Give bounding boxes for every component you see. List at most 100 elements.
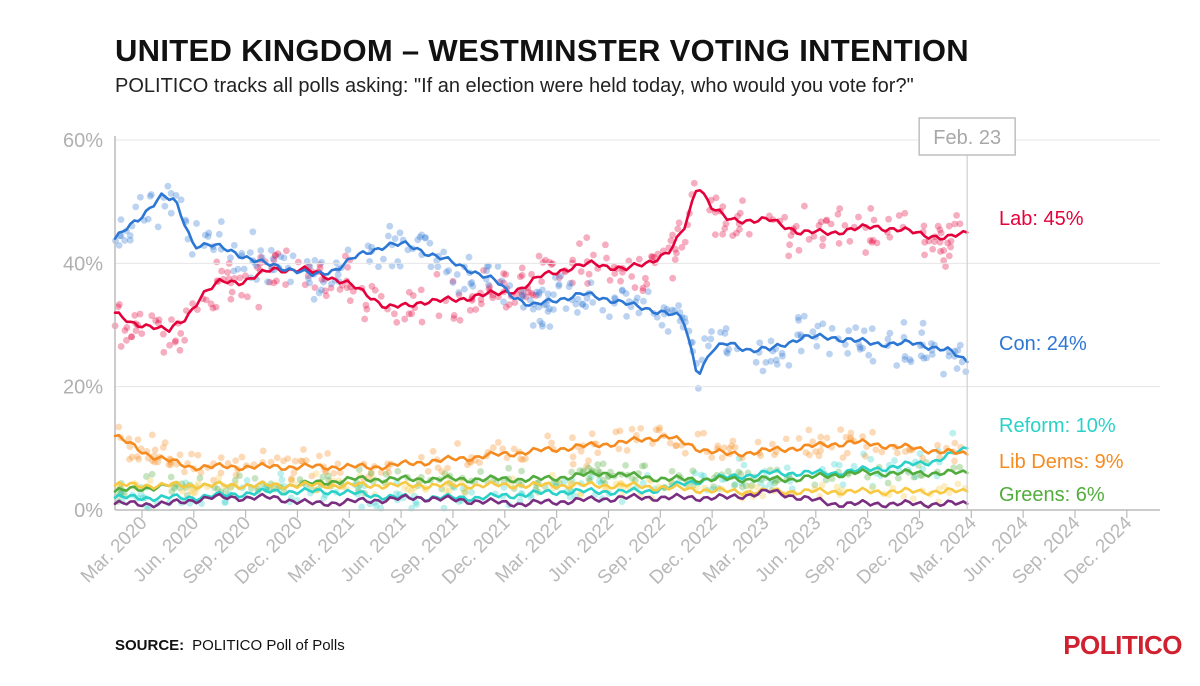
poll-dot (619, 268, 626, 276)
poll-dot (589, 299, 597, 306)
poll-dot (189, 300, 196, 307)
poll-dot (814, 322, 822, 330)
poll-dot (812, 448, 819, 456)
poll-dot (940, 247, 948, 254)
poll-dot (506, 282, 514, 289)
poll-dot (148, 470, 156, 478)
poll-dot (146, 192, 154, 200)
series-label-reform: Reform: 10% (999, 415, 1116, 437)
poll-dot (267, 458, 275, 466)
poll-dot (927, 340, 935, 347)
poll-dot (823, 434, 831, 442)
trend-line-other (113, 488, 969, 509)
poll-dot (362, 301, 370, 309)
poll-dot (405, 310, 413, 318)
poll-dot (294, 258, 302, 266)
poll-dot (909, 495, 917, 503)
poll-dot (672, 442, 680, 449)
poll-dot (616, 427, 624, 435)
poll-dot (792, 222, 800, 230)
poll-dot (753, 483, 761, 491)
poll-dot (172, 191, 180, 199)
poll-dot (582, 303, 590, 310)
poll-dot (555, 282, 563, 290)
poll-dot (126, 455, 133, 463)
poll-dot (364, 242, 372, 250)
poll-dot (289, 252, 297, 260)
poll-dot (433, 270, 441, 278)
poll-dot (847, 429, 855, 437)
poll-dot (850, 462, 858, 470)
poll-dot (937, 229, 945, 237)
poll-dot (947, 243, 955, 251)
poll-dot (867, 455, 875, 463)
poll-dot (205, 229, 213, 237)
poll-dot (771, 479, 779, 487)
poll-dot (344, 246, 352, 254)
poll-dot (752, 358, 760, 366)
poll-dot (574, 295, 582, 303)
poll-dot (823, 216, 831, 224)
poll-dot (577, 268, 585, 276)
poll-dot (541, 256, 549, 264)
poll-dot (517, 455, 524, 463)
poll-dot (578, 301, 586, 308)
trend-line-lib-dems (113, 433, 969, 472)
poll-dot (115, 423, 123, 431)
poll-dot (675, 219, 683, 227)
poll-dot (159, 444, 167, 451)
source-text: POLITICO Poll of Polls (192, 637, 345, 654)
poll-dot (639, 287, 647, 295)
poll-dot (772, 448, 780, 456)
poll-dot (585, 457, 592, 465)
poll-dot (510, 445, 518, 453)
series-label-con: Con: 24% (999, 333, 1087, 355)
poll-dot (505, 464, 513, 472)
poll-dot (576, 240, 583, 247)
poll-dot (228, 288, 236, 296)
poll-dot (271, 252, 279, 259)
poll-dot (551, 274, 559, 281)
poll-dot (212, 303, 220, 311)
poll-dot (467, 280, 475, 288)
poll-dot (865, 351, 873, 359)
poll-dot (318, 258, 325, 266)
poll-dot (785, 252, 793, 260)
poll-dot (742, 482, 750, 490)
poll-dot (240, 265, 248, 273)
poll-dot (929, 245, 937, 253)
poll-dot (878, 448, 886, 456)
poll-dot (546, 323, 554, 330)
poll-dot (721, 330, 729, 337)
poll-dot (270, 279, 278, 287)
poll-dot (528, 289, 535, 297)
poll-dot (953, 365, 961, 372)
poll-dot (719, 230, 727, 238)
poll-dot (243, 477, 251, 484)
poll-dot (873, 239, 881, 247)
poll-dot (756, 339, 764, 347)
poll-dot (718, 454, 726, 462)
poll-dot (144, 215, 152, 223)
poll-dot (152, 317, 160, 324)
poll-dot (587, 473, 595, 481)
poll-dot (805, 236, 813, 243)
poll-dot (907, 358, 915, 366)
poll-dot (382, 470, 390, 478)
poll-dot (224, 268, 232, 276)
poll-dot (405, 288, 413, 296)
poll-dot (603, 254, 610, 262)
poll-dot (426, 239, 434, 247)
poll-dot (197, 469, 205, 476)
poll-dot (587, 279, 595, 286)
poll-dot (643, 280, 651, 288)
poll-dot (954, 480, 962, 488)
poll-dot (650, 253, 658, 261)
poll-dot (179, 487, 186, 495)
poll-dot (866, 237, 874, 244)
poll-dot (920, 222, 928, 230)
poll-dot (267, 246, 275, 254)
poll-dot (442, 486, 450, 494)
poll-dot (146, 477, 154, 485)
poll-dot (312, 470, 320, 478)
